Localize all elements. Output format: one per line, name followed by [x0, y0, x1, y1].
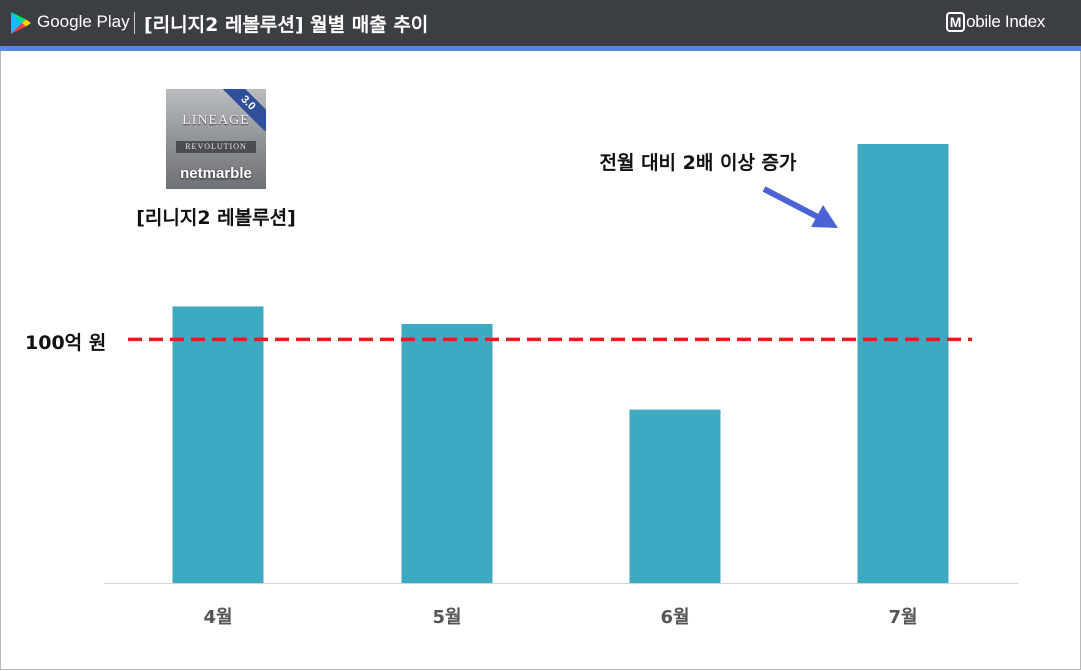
brand-name: obile Index	[966, 12, 1045, 31]
annotation-arrow	[762, 186, 838, 228]
x-tick-label-1: 4월	[203, 607, 232, 628]
annotation-arrow-shaft	[762, 186, 820, 220]
x-tick-label-2: 5월	[432, 607, 461, 628]
app-icon-subtitle: REVOLUTION	[176, 141, 256, 153]
annotation-arrow-head	[811, 205, 838, 228]
chart-annotation: 전월 대비 2배 이상 증가	[599, 152, 797, 174]
header-accent-rule	[0, 46, 1081, 51]
header-divider	[134, 12, 135, 34]
bar-2	[401, 323, 493, 583]
brand-badge: M	[945, 12, 966, 32]
google-play-icon	[11, 12, 31, 34]
page-title: [리니지2 레볼루션] 월별 매출 추이	[144, 14, 429, 36]
bar-3	[629, 409, 721, 583]
bar-group	[172, 144, 949, 583]
x-tick-labels: 4월 5월 6월 7월	[203, 607, 917, 628]
app-icon: 3.0 LINEAGE REVOLUTION netmarble	[166, 89, 266, 189]
bar-4	[857, 144, 949, 583]
store-name: Google Play	[37, 12, 130, 31]
app-icon-logo: LINEAGE	[182, 113, 250, 128]
app-caption: [리니지2 레볼루션]	[136, 207, 296, 229]
app-icon-publisher: netmarble	[180, 165, 252, 182]
x-tick-label-4: 7월	[888, 607, 917, 628]
x-tick-label-3: 6월	[660, 607, 689, 628]
bar-1	[172, 306, 264, 583]
reference-line-label: 100억 원	[25, 332, 107, 354]
